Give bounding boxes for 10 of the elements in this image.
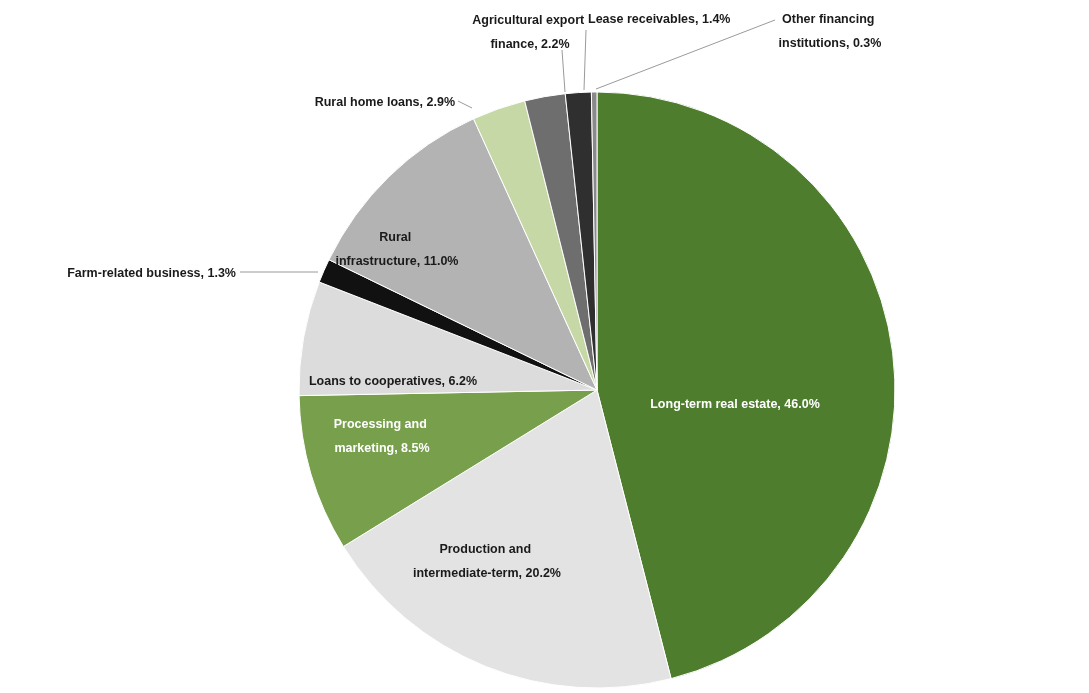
slice-label: Production and intermediate-term, 20.2% (413, 542, 561, 580)
slice-label: Lease receivables, 1.4% (588, 12, 731, 26)
slice-label: Farm-related business, 1.3% (67, 266, 236, 280)
slice-label: Rural home loans, 2.9% (314, 95, 455, 109)
slice-label: Rural infrastructure, 11.0% (335, 230, 459, 268)
slice-label: Loans to cooperatives, 6.2% (308, 374, 478, 388)
slice-label: Long-term real estate, 46.0% (650, 397, 820, 411)
slice-label: Processing and marketing, 8.5% (333, 417, 431, 455)
slice-label: Other financing institutions, 0.3% (778, 12, 882, 50)
slice-label: Agricultural export finance, 2.2% (472, 13, 588, 51)
